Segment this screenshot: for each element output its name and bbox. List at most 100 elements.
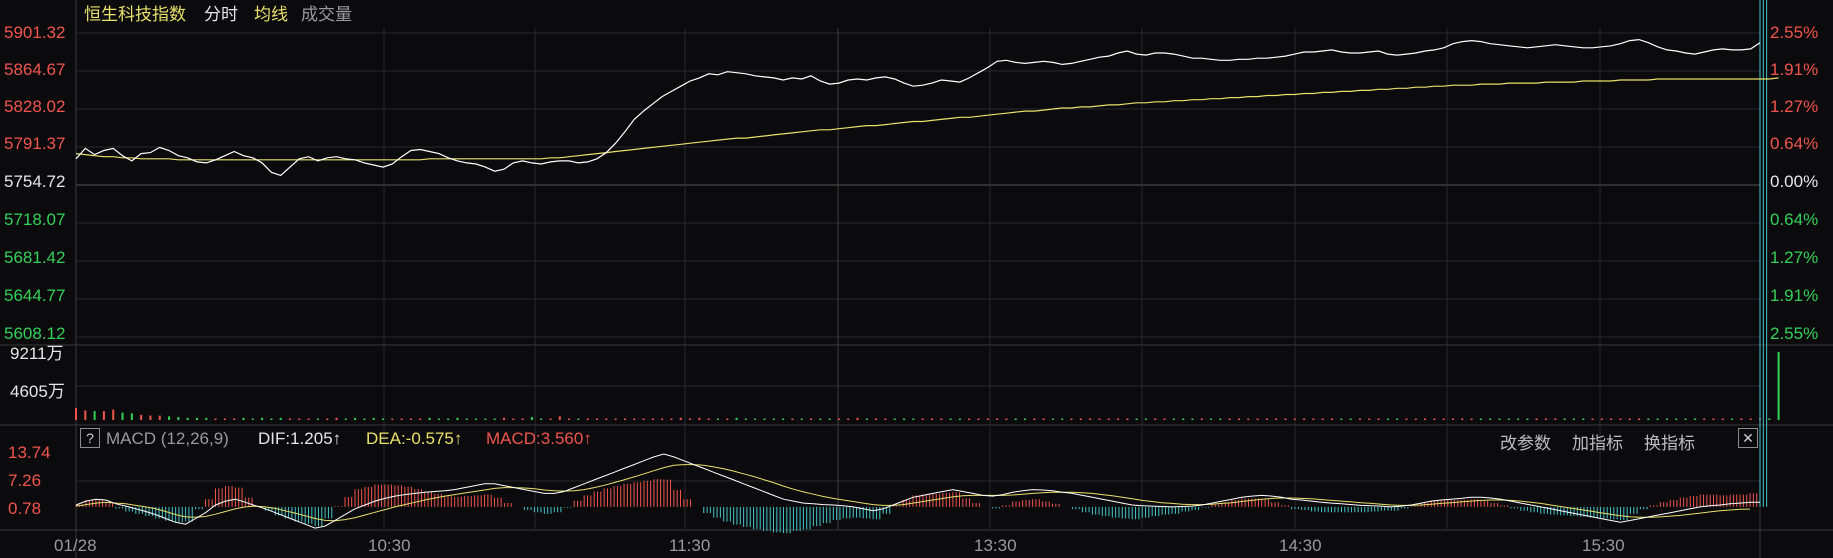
time-tick: 13:30 [974, 536, 1017, 555]
volume-bar [1545, 418, 1548, 420]
volume-bar [1610, 418, 1613, 420]
volume-bar [112, 409, 115, 420]
volume-bar [1768, 418, 1771, 420]
tab-volume[interactable]: 成交量 [301, 5, 352, 24]
volume-bar [744, 418, 747, 420]
volume-bar [1572, 418, 1575, 420]
time-tick: 15:30 [1582, 536, 1625, 555]
volume-bar [400, 418, 403, 420]
volume-bar [1638, 418, 1641, 420]
volume-bar [298, 418, 301, 420]
volume-bar [344, 418, 347, 420]
price-tick: 5608.12 [4, 324, 66, 343]
macd-indicator-label[interactable]: MACD (12,26,9) [106, 429, 229, 448]
volume-bar [1433, 418, 1436, 420]
volume-bar [670, 418, 673, 420]
volume-bar [810, 418, 813, 420]
volume-bar [977, 418, 980, 420]
volume-bar [1117, 418, 1120, 420]
volume-bar [623, 418, 626, 420]
edit-params-button[interactable]: 改参数 [1500, 434, 1551, 453]
tab-avg-line[interactable]: 均线 [254, 5, 288, 24]
volume-bar [475, 418, 478, 420]
volume-bar [1656, 418, 1659, 420]
volume-bar [149, 415, 152, 420]
volume-bar [316, 418, 319, 420]
volume-bar [921, 418, 924, 420]
time-tick: 01/28 [54, 536, 97, 555]
volume-bar [1228, 418, 1231, 420]
volume-bar [1703, 418, 1706, 420]
volume-bar [1042, 418, 1045, 420]
volume-bar [363, 418, 366, 420]
pct-tick: 0.64% [1770, 210, 1819, 229]
volume-bar [1182, 418, 1185, 420]
volume-bar [1089, 418, 1092, 420]
switch-indicator-button[interactable]: 换指标 [1644, 434, 1695, 453]
price-line [75, 38, 1761, 177]
volume-bar [261, 417, 264, 420]
close-icon[interactable]: ✕ [1738, 428, 1758, 448]
volume-bar [372, 417, 375, 420]
volume-bar [1275, 418, 1278, 420]
volume-bar [949, 418, 952, 420]
macd-value: MACD:3.560↑ [486, 429, 592, 448]
volume-bar [540, 418, 543, 420]
volume-bar [205, 417, 208, 420]
volume-bar [875, 418, 878, 420]
volume-bar [1712, 418, 1715, 420]
volume-bar [223, 418, 226, 420]
volume-bar [1479, 418, 1482, 420]
add-indicator-button[interactable]: 加指标 [1572, 434, 1623, 453]
volume-bar [447, 418, 450, 420]
volume-bar [1247, 418, 1250, 420]
volume-bar [596, 418, 599, 420]
volume-bar [633, 418, 636, 420]
volume-bar [512, 418, 515, 420]
volume-bar [1135, 418, 1138, 420]
volume-bar [1619, 418, 1622, 420]
volume-bar [772, 418, 775, 420]
volume-bar [1107, 418, 1110, 420]
volume-bar [940, 418, 943, 420]
volume-bar [1163, 418, 1166, 420]
volume-bar [437, 418, 440, 420]
volume-bar [1470, 418, 1473, 420]
volume-bar [1154, 418, 1157, 420]
volume-bar [465, 418, 468, 420]
volume-bar [1600, 418, 1603, 420]
volume-bar [168, 416, 171, 420]
volume-bar [1191, 418, 1194, 420]
volume-bar [819, 418, 822, 420]
volume-bar [586, 418, 589, 420]
volume-bar [558, 416, 561, 420]
volume-bar [782, 418, 785, 420]
volume-bar [1386, 418, 1389, 420]
volume-bar [1358, 418, 1361, 420]
volume-bar [270, 418, 273, 420]
volume-bar [1023, 418, 1026, 420]
volume-bar [884, 418, 887, 420]
volume-bar [1172, 418, 1175, 420]
volume-bar [1554, 418, 1557, 420]
volume-bar [661, 418, 664, 420]
volume-bar [605, 418, 608, 420]
volume-bar [1070, 418, 1073, 420]
volume-bar [1033, 418, 1036, 420]
volume-bar [1414, 418, 1417, 420]
dea-value: DEA:-0.575↑ [366, 429, 463, 448]
help-button[interactable]: ? [80, 428, 100, 448]
volume-bar [1377, 418, 1380, 420]
volume-bar [1731, 418, 1734, 420]
volume-bar [568, 418, 571, 420]
volume-bar [1061, 418, 1064, 420]
volume-bar [1405, 418, 1408, 420]
volume-bar [1740, 418, 1743, 420]
volume-bar [1498, 418, 1501, 420]
volume-bar [958, 418, 961, 420]
tab-intraday[interactable]: 分时 [204, 5, 238, 24]
volume-bar [996, 418, 999, 420]
volume-bar [968, 418, 971, 420]
volume-tick: 4605万 [10, 382, 65, 401]
